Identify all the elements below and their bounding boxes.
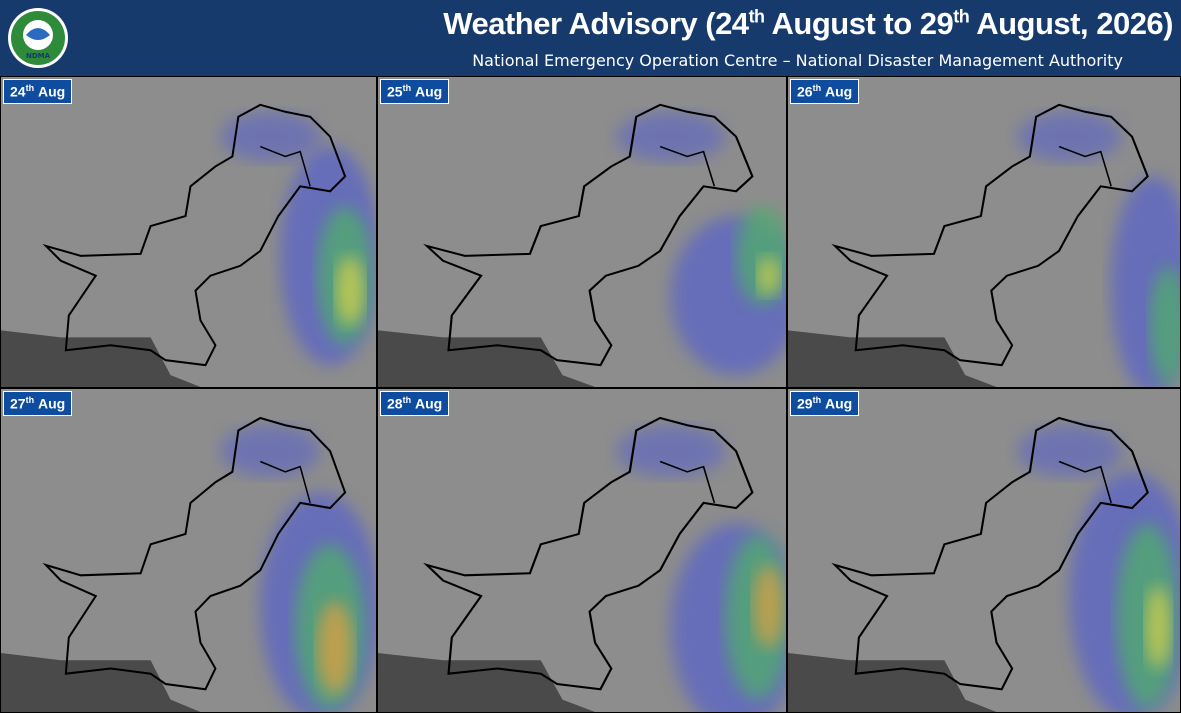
sea [378, 652, 596, 712]
map [378, 389, 786, 712]
sea [378, 330, 596, 387]
date-month: Aug [414, 395, 443, 412]
date-day: 28 [387, 395, 403, 412]
sea [1, 652, 201, 712]
map-panel: 27th Aug [0, 388, 377, 713]
title: Weather Advisory (24th August to 29th Au… [443, 6, 1173, 42]
map-panel: 29th Aug [787, 388, 1181, 713]
date-label: 26th Aug [790, 79, 860, 104]
date-month: Aug [37, 83, 66, 100]
date-day: 26 [797, 83, 813, 100]
rain-area [220, 111, 321, 162]
date-day: 24 [10, 83, 26, 100]
rain-area [220, 425, 321, 477]
map-panel: 25th Aug [377, 76, 787, 388]
rain-area [1017, 425, 1122, 477]
region-outline [659, 460, 716, 504]
date-label: 25th Aug [380, 79, 450, 104]
date-day: 27 [10, 395, 26, 412]
region-outline [1058, 145, 1112, 187]
date-suffix: th [812, 395, 822, 405]
sea [788, 652, 997, 712]
title-part: Weather Advisory (24 [443, 6, 749, 41]
date-label: 24th Aug [3, 79, 73, 104]
sea [788, 330, 997, 387]
map-panel: 28th Aug [377, 388, 787, 713]
rain-area [753, 564, 784, 648]
rain-area [616, 425, 726, 477]
logo: NDMA [8, 8, 68, 68]
map [788, 77, 1180, 387]
logo-emblem [11, 11, 65, 65]
region-outline [659, 145, 716, 187]
date-month: Aug [824, 83, 853, 100]
date-month: Aug [414, 83, 443, 100]
date-month: Aug [824, 395, 853, 412]
map [1, 77, 376, 387]
rain-area [336, 255, 365, 326]
title-part: August to 29 [764, 6, 954, 41]
country-outline [423, 103, 754, 367]
date-day: 25 [387, 83, 403, 100]
title-part: August, 2026) [969, 6, 1173, 41]
region-outline [260, 145, 311, 187]
title-part: th [953, 6, 970, 27]
date-label: 28th Aug [380, 391, 450, 416]
date-suffix: th [402, 83, 412, 93]
rain-area [1149, 265, 1180, 385]
date-suffix: th [25, 395, 35, 405]
rain-area [616, 111, 726, 162]
map-panel: 24th Aug [0, 76, 377, 388]
rain-area [1017, 111, 1122, 162]
date-suffix: th [25, 83, 35, 93]
country-outline [42, 416, 347, 691]
country-outline [831, 416, 1149, 691]
title-part: th [748, 6, 766, 27]
date-label: 29th Aug [790, 391, 860, 416]
rain-area [1145, 585, 1171, 669]
map [788, 389, 1180, 712]
map-panel: 26th Aug [787, 76, 1181, 388]
map [378, 77, 786, 387]
date-month: Aug [37, 395, 66, 412]
region-outline [1058, 460, 1112, 504]
date-label: 27th Aug [3, 391, 73, 416]
country-outline [831, 103, 1149, 367]
rain-area [317, 601, 354, 695]
country-outline [42, 103, 347, 367]
date-day: 29 [797, 395, 813, 412]
subtitle: National Emergency Operation Centre – Na… [472, 51, 1123, 70]
sea [1, 330, 201, 387]
header: NDMA Weather Advisory (24th August to 29… [0, 0, 1181, 76]
rain-area [757, 255, 780, 296]
map [1, 389, 376, 712]
region-outline [260, 460, 311, 504]
date-suffix: th [402, 395, 412, 405]
country-outline [423, 416, 754, 691]
date-suffix: th [812, 83, 822, 93]
logo-text: NDMA [25, 52, 51, 60]
